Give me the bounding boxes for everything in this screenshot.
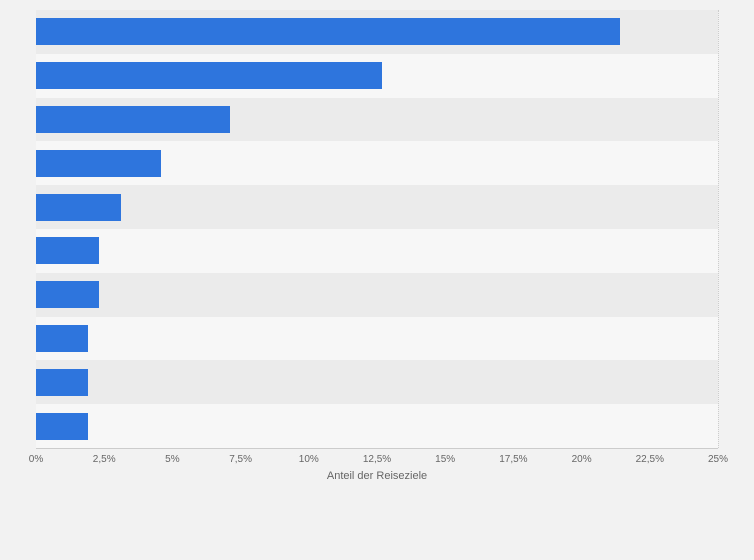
x-axis-line: [36, 448, 718, 449]
x-axis-tick-label: 20%: [571, 454, 592, 465]
bar[interactable]: [36, 368, 88, 396]
x-axis-ticks: 0% 2,5% 5% 7,5% 10% 12,5% 15% 17,5% 20% 22,5% 25%: [29, 453, 728, 467]
plot-area: [36, 10, 719, 448]
chart-row: [36, 316, 718, 361]
chart-row: [36, 228, 718, 273]
bar[interactable]: [36, 105, 230, 133]
bar[interactable]: [36, 62, 383, 90]
x-axis-tick-label: 22,5%: [635, 454, 664, 465]
rows-layer: [36, 10, 718, 448]
x-axis-tick-label: 5%: [165, 454, 180, 465]
x-axis-tick-label: 0%: [28, 454, 44, 465]
bar[interactable]: [36, 412, 88, 440]
chart-row: [36, 53, 718, 98]
x-axis-tick-label: 7,5%: [229, 454, 252, 465]
chart-row: [36, 97, 718, 142]
x-axis-title: Anteil der Reiseziele: [326, 470, 428, 482]
gridline: [718, 10, 719, 448]
x-axis-tick-label: 15%: [435, 454, 456, 465]
bar[interactable]: [36, 18, 620, 46]
bar[interactable]: [36, 237, 99, 265]
bar[interactable]: [36, 281, 99, 309]
x-axis-tick-label: 12,5%: [362, 454, 392, 465]
chart-row: [36, 404, 718, 448]
chart-row: [36, 10, 718, 54]
x-axis-tick-label: 17,5%: [499, 454, 528, 465]
chart-row: [36, 360, 718, 405]
bar[interactable]: [36, 193, 121, 221]
bar[interactable]: [36, 324, 88, 352]
x-axis-tick-label: 10%: [298, 454, 319, 465]
chart-row: [36, 185, 718, 229]
x-axis-tick-label: 25%: [707, 454, 729, 465]
x-axis-tick-label: 2,5%: [92, 454, 116, 465]
bar[interactable]: [36, 149, 162, 177]
chart-row: [36, 141, 718, 186]
chart-row: [36, 272, 718, 317]
